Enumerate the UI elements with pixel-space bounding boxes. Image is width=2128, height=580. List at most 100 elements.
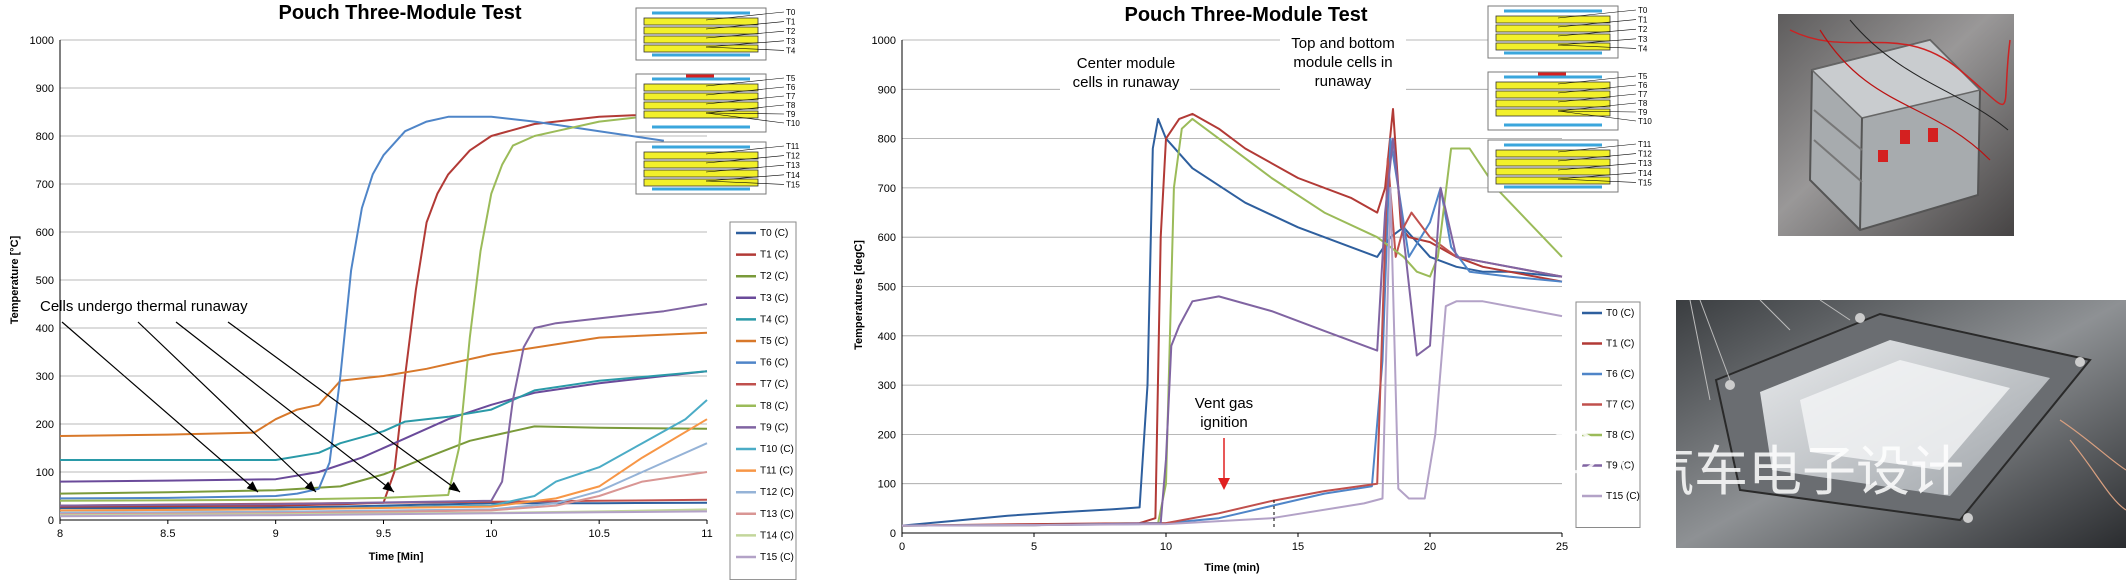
- module-label: T5: [786, 74, 796, 83]
- series-line-t3: [59, 370, 708, 483]
- module-cell: [1495, 99, 1611, 108]
- module-cell: [1495, 176, 1611, 185]
- legend-entry: T0 (C): [1606, 308, 1634, 319]
- series-line-t11: [59, 418, 708, 512]
- module-cell: [1495, 15, 1611, 24]
- x-tick-label: 8: [57, 528, 63, 540]
- y-tick-label: 400: [878, 331, 896, 343]
- chart-1-series: [59, 111, 708, 518]
- module-leader-line: [1557, 19, 1637, 28]
- legend-entry: T1 (C): [1606, 339, 1634, 350]
- y-tick-label: 1000: [872, 35, 896, 47]
- series-line-t9: [59, 303, 708, 507]
- module-leader-line: [705, 174, 785, 182]
- module-leader-line: [1557, 93, 1637, 103]
- y-tick-label: 100: [36, 467, 54, 479]
- module-label: T12: [786, 152, 800, 161]
- y-tick-label: 900: [36, 83, 54, 95]
- topbottom-annot-line-2: module cells in: [1293, 54, 1392, 71]
- chart-2-y-label: Temperatures [degC]: [853, 240, 865, 350]
- chart-1-title: Pouch Three-Module Test: [279, 2, 522, 24]
- runaway-arrow: [137, 321, 317, 493]
- chart-2-annotation-vent: Vent gas ignition: [1195, 395, 1275, 530]
- module-label: T11: [786, 142, 800, 151]
- chart-2-x-ticks: 0 5 10 15 20 25: [899, 533, 1568, 553]
- module-cell: [1495, 158, 1611, 167]
- y-tick-label: 500: [878, 282, 896, 294]
- x-tick-label: 5: [1031, 541, 1037, 553]
- y-tick-label: 300: [36, 371, 54, 383]
- module-leader-line: [1557, 84, 1637, 94]
- module-label: T13: [1638, 159, 1652, 168]
- module-leader-line: [1557, 28, 1637, 37]
- module-label: T15: [786, 180, 800, 189]
- legend-entry: T5 (C): [760, 336, 788, 347]
- runaway-arrow: [227, 321, 461, 493]
- x-tick-label: 9: [273, 528, 279, 540]
- module-label: T5: [1638, 72, 1648, 81]
- legend-entry: T12 (C): [760, 487, 794, 498]
- y-tick-label: 500: [36, 275, 54, 287]
- legend-entry: T6 (C): [1606, 369, 1634, 380]
- y-tick-label: 700: [36, 179, 54, 191]
- x-tick-label: 11: [701, 528, 712, 540]
- module-label: T10: [786, 119, 800, 128]
- module-label: T6: [786, 83, 796, 92]
- legend-entry: T9 (C): [1606, 461, 1634, 472]
- x-tick-label: 8.5: [160, 528, 175, 540]
- series-line-t6: [59, 115, 665, 500]
- module-leader-line: [705, 86, 785, 96]
- series-line-t9: [901, 137, 1563, 527]
- topbottom-annot-line-3: runaway: [1315, 73, 1372, 90]
- wechat-logo-icon: [1544, 430, 1626, 489]
- module-cell: [1495, 149, 1611, 158]
- runaway-arrow-head: [246, 481, 258, 492]
- legend-entry: T15 (C): [1606, 491, 1640, 502]
- module-cell: [643, 35, 759, 44]
- module-cell: [1495, 108, 1611, 117]
- module-label: T14: [1638, 169, 1652, 178]
- watermark: 汽车电子设计: [1544, 430, 1964, 503]
- series-line-t6: [901, 137, 1563, 527]
- module-cell: [643, 83, 759, 92]
- legend-entry: T10 (C): [760, 444, 794, 455]
- x-tick-label: 25: [1556, 541, 1568, 553]
- module-leader-line: [1557, 9, 1637, 19]
- module-leader-line: [705, 155, 785, 164]
- module-leader-line: [1557, 172, 1637, 180]
- legend-entry: T8 (C): [760, 401, 788, 412]
- legend-entry: T11 (C): [760, 466, 793, 477]
- chart-2-legend: T0 (C) T1 (C) T6 (C) T7 (C) T8 (C) T9 (C) T15 …: [1575, 301, 1641, 528]
- watermark-text: 汽车电子设计: [1640, 440, 1964, 503]
- y-tick-label: 800: [878, 134, 896, 146]
- module-label: T6: [1638, 81, 1648, 90]
- chart-2-title: Pouch Three-Module Test: [1125, 4, 1368, 26]
- module-leader-line: [705, 30, 785, 39]
- legend-box: [729, 221, 797, 580]
- y-tick-label: 200: [878, 429, 896, 441]
- y-tick-label: 0: [890, 528, 896, 540]
- module-leader-line: [705, 180, 785, 185]
- module-leader-line: [705, 95, 785, 105]
- y-tick-label: 700: [878, 183, 896, 195]
- module-leader-line: [705, 164, 785, 173]
- module-leader-line: [705, 104, 785, 114]
- vent-annot-line-1: Vent gas: [1195, 395, 1253, 412]
- module-leader-line: [1557, 110, 1637, 122]
- module-cell: [1495, 42, 1611, 51]
- module-label: T4: [786, 46, 796, 55]
- module-cell: [643, 160, 759, 169]
- module-label: T13: [786, 161, 800, 170]
- module-leader-line: [1557, 102, 1637, 112]
- chart-1-arrows: [61, 321, 461, 493]
- module-cell: [1495, 90, 1611, 99]
- x-tick-label: 15: [1292, 541, 1304, 553]
- module-cell: [643, 151, 759, 160]
- module-leader-line: [705, 40, 785, 48]
- x-tick-label: 20: [1424, 541, 1436, 553]
- chart-2-grid: [901, 39, 1562, 534]
- series-line-t12: [59, 442, 708, 514]
- legend-entry: T13 (C): [760, 509, 794, 520]
- topbottom-annot-line-1: Top and bottom: [1291, 35, 1394, 52]
